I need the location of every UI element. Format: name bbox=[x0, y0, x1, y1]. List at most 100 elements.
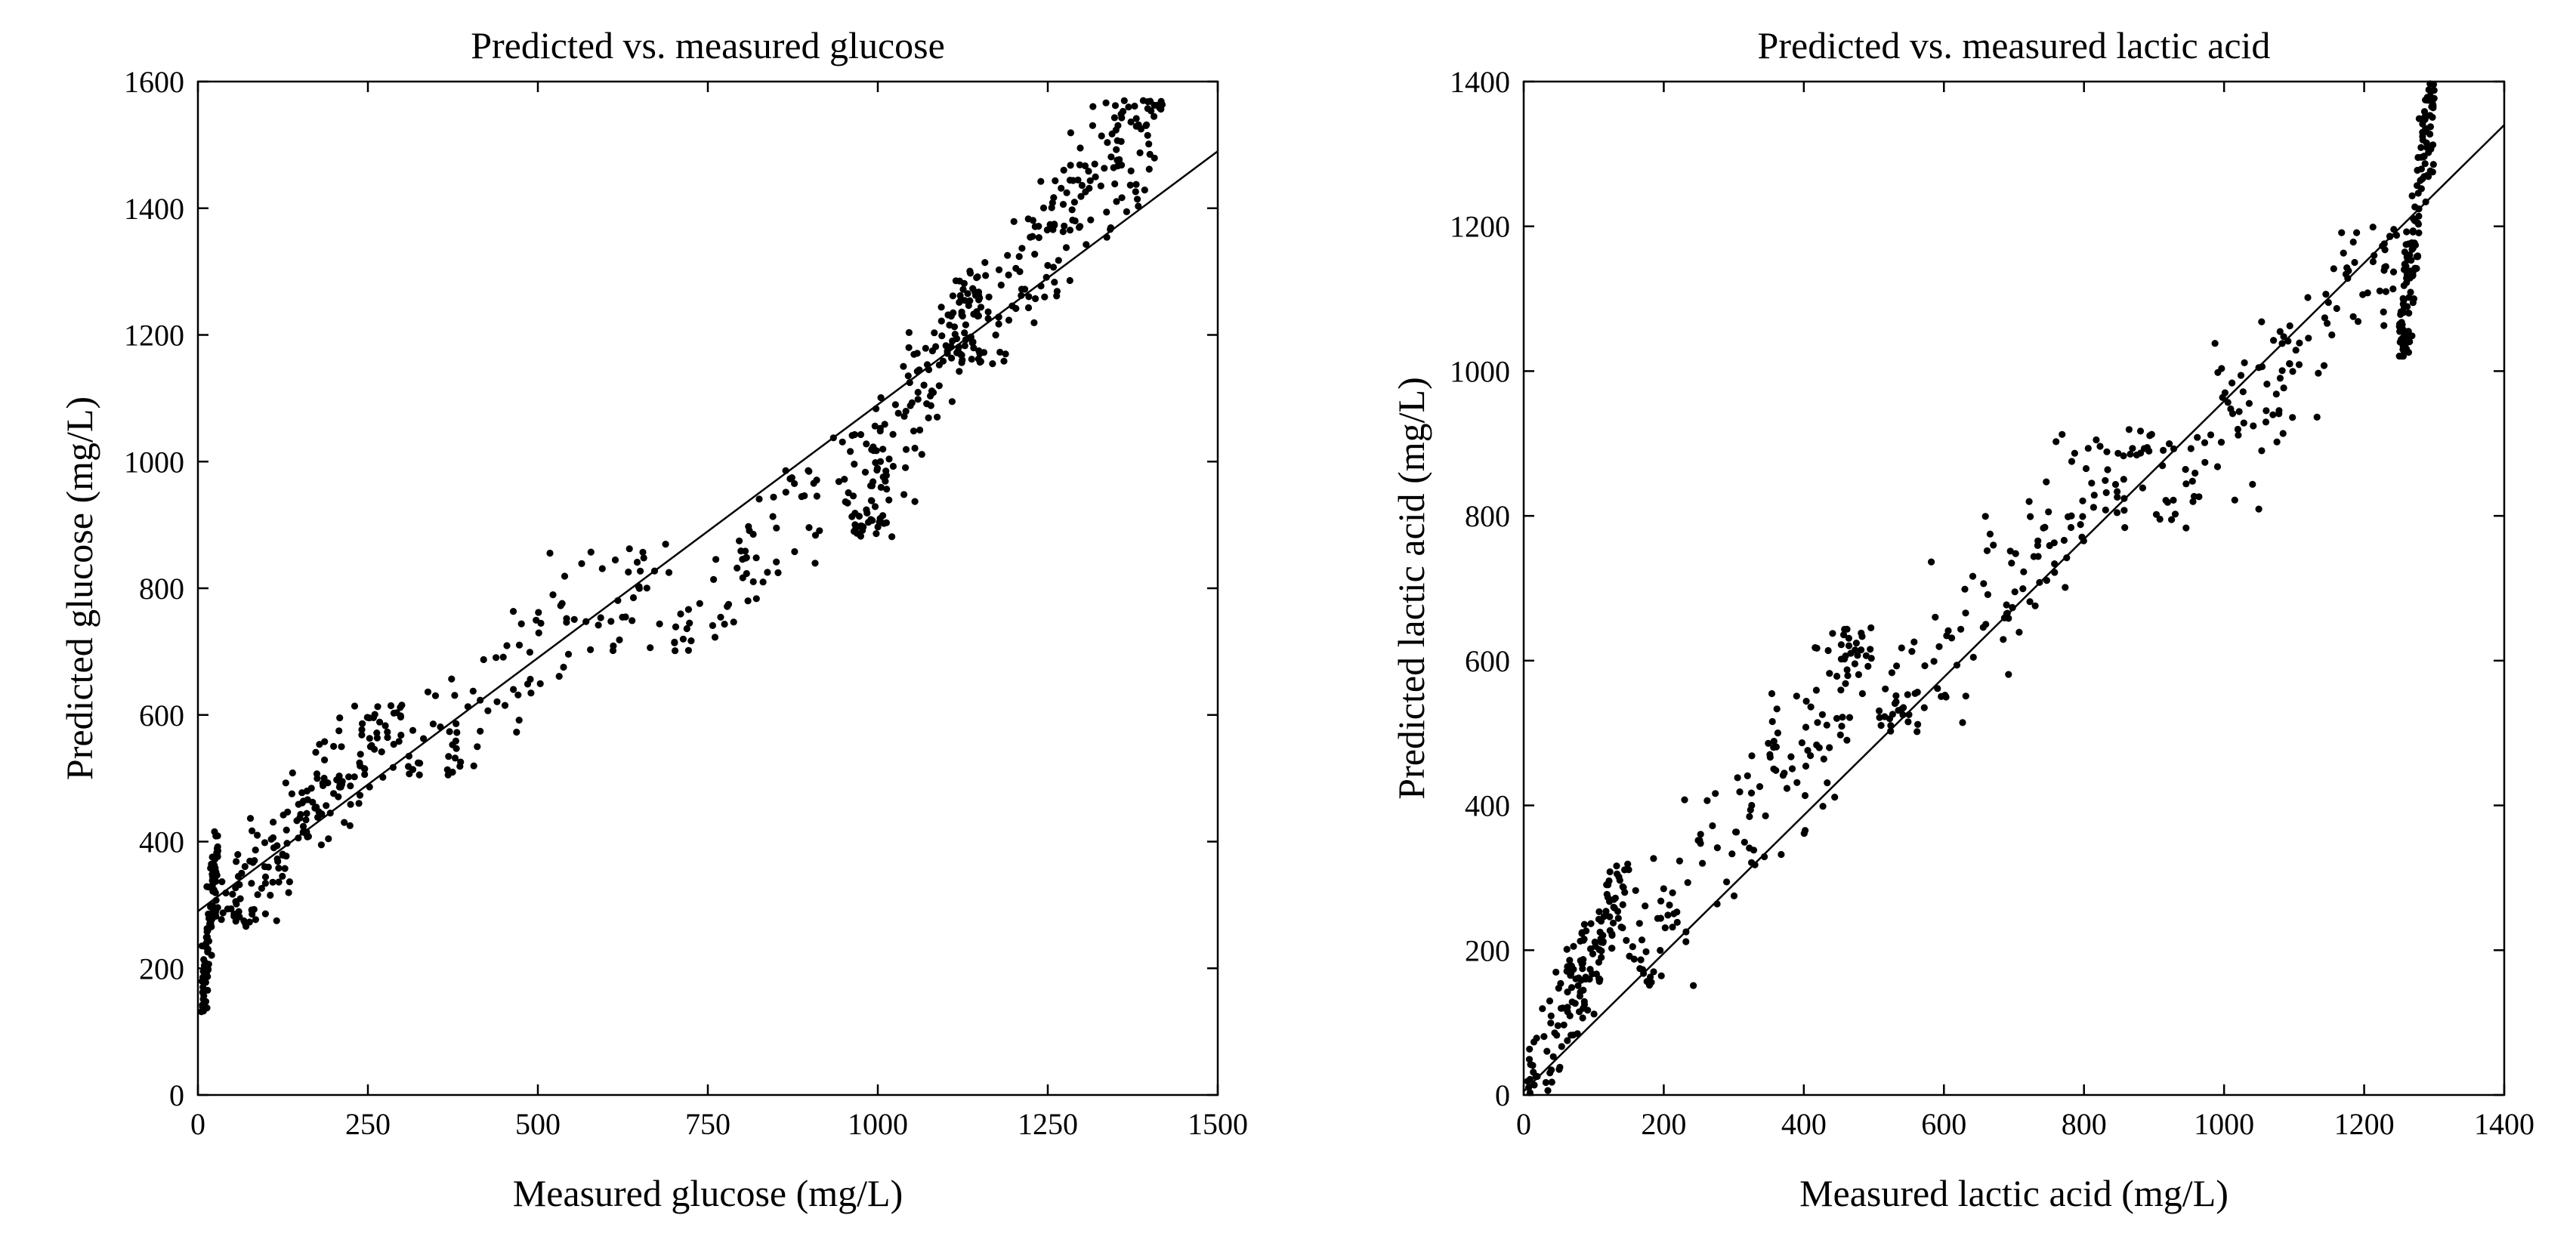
lactic-acid-data-point bbox=[1852, 646, 1859, 654]
lactic-acid-fit-line bbox=[1523, 124, 2505, 1093]
lactic-acid-data-point bbox=[1829, 630, 1836, 637]
lactic-acid-data-point bbox=[1660, 885, 1667, 893]
lactic-acid-data-point bbox=[2166, 440, 2173, 448]
glucose-data-point bbox=[199, 1003, 206, 1010]
glucose-data-point bbox=[258, 884, 265, 892]
lactic-acid-data-point bbox=[2012, 550, 2019, 557]
glucose-data-point bbox=[954, 347, 962, 355]
glucose-data-point bbox=[1113, 146, 1120, 153]
glucose-data-point bbox=[1123, 208, 1130, 215]
glucose-data-point bbox=[452, 745, 460, 752]
glucose-data-point bbox=[1043, 226, 1051, 234]
glucose-data-point bbox=[373, 729, 381, 737]
lactic-acid-data-point bbox=[2224, 399, 2232, 406]
glucose-data-point bbox=[773, 524, 780, 532]
glucose-data-point bbox=[395, 738, 403, 745]
glucose-data-point bbox=[241, 862, 249, 871]
lactic-acid-data-point bbox=[1635, 920, 1643, 927]
glucose-data-point bbox=[549, 591, 557, 599]
glucose-data-point bbox=[1070, 199, 1078, 206]
glucose-data-point bbox=[526, 649, 534, 656]
glucose-data-point bbox=[683, 625, 690, 633]
lactic-acid-data-point bbox=[1983, 547, 1991, 554]
glucose-data-point bbox=[1029, 233, 1036, 240]
glucose-data-point bbox=[1085, 168, 1092, 175]
lactic-acid-data-point bbox=[1778, 850, 1785, 859]
glucose-data-point bbox=[233, 858, 240, 865]
lactic-acid-data-point bbox=[1852, 640, 1860, 647]
lactic-acid-data-point bbox=[1560, 1021, 1568, 1029]
glucose-data-point bbox=[980, 349, 988, 356]
lactic-acid-data-point bbox=[1546, 1069, 1554, 1077]
lactic-acid-data-point bbox=[2305, 335, 2312, 342]
glucose-data-point bbox=[535, 609, 542, 616]
lactic-acid-data-point bbox=[2241, 359, 2248, 366]
lactic-acid-data-point bbox=[2409, 299, 2417, 307]
lactic-acid-data-point bbox=[2114, 493, 2121, 501]
lactic-acid-data-point bbox=[2286, 322, 2293, 330]
lactic-acid-data-point bbox=[1614, 914, 1622, 922]
lactic-acid-data-point bbox=[1568, 984, 1576, 992]
lactic-acid-data-point bbox=[1608, 945, 1616, 952]
glucose-data-point bbox=[1086, 177, 1094, 184]
glucose-data-point bbox=[270, 819, 277, 826]
glucose-data-point bbox=[1139, 97, 1147, 104]
lactic-acid-data-point bbox=[1555, 985, 1562, 992]
lactic-acid-data-point bbox=[1576, 992, 1583, 1000]
lactic-acid-data-point bbox=[1596, 976, 1604, 983]
lactic-acid-data-point bbox=[2201, 439, 2209, 446]
lactic-acid-data-point bbox=[2235, 408, 2243, 415]
lactic-acid-y-tick-label: 400 bbox=[1465, 789, 1510, 823]
glucose-data-point bbox=[1052, 177, 1059, 184]
glucose-data-point bbox=[953, 335, 961, 343]
glucose-data-point bbox=[791, 480, 798, 488]
lactic-acid-data-point bbox=[2429, 113, 2436, 121]
lactic-acid-data-point bbox=[1563, 945, 1571, 953]
glucose-data-point bbox=[1004, 251, 1012, 259]
glucose-data-point bbox=[1049, 226, 1057, 233]
lactic-acid-data-point bbox=[1642, 948, 1650, 955]
glucose-y-tick-label: 800 bbox=[139, 572, 184, 606]
glucose-data-point bbox=[873, 466, 881, 474]
lactic-acid-data-point bbox=[1650, 968, 1657, 976]
glucose-data-point bbox=[252, 916, 259, 924]
lactic-acid-y-tick-label: 600 bbox=[1465, 644, 1510, 678]
lactic-acid-data-point bbox=[2273, 438, 2281, 446]
glucose-data-point bbox=[501, 702, 509, 709]
lactic-acid-data-point bbox=[1781, 769, 1788, 777]
glucose-data-point bbox=[1091, 160, 1098, 168]
glucose-data-point bbox=[202, 979, 209, 986]
glucose-data-point bbox=[234, 873, 242, 881]
lactic-acid-data-point bbox=[2399, 346, 2407, 353]
lactic-acid-data-point bbox=[2286, 359, 2293, 368]
glucose-data-point bbox=[1077, 193, 1085, 200]
lactic-acid-data-point bbox=[1650, 855, 1657, 862]
lactic-acid-data-point bbox=[1898, 644, 1905, 652]
glucose-data-point bbox=[752, 595, 760, 603]
glucose-data-point bbox=[1134, 196, 1141, 203]
lactic-acid-data-point bbox=[1582, 975, 1589, 983]
glucose-data-point bbox=[453, 729, 461, 736]
glucose-data-point bbox=[679, 635, 687, 643]
glucose-data-point bbox=[1059, 228, 1067, 236]
lactic-acid-data-point bbox=[2328, 331, 2336, 339]
glucose-data-point bbox=[914, 388, 922, 396]
lactic-acid-data-point bbox=[1867, 624, 1875, 632]
glucose-data-point bbox=[431, 692, 440, 699]
lactic-acid-data-point bbox=[2276, 375, 2284, 382]
lactic-acid-data-point bbox=[2278, 367, 2286, 375]
lactic-acid-data-point bbox=[2102, 489, 2110, 497]
glucose-data-point bbox=[956, 277, 963, 285]
glucose-data-point bbox=[1062, 244, 1070, 251]
glucose-data-point bbox=[905, 328, 913, 336]
lactic-acid-data-point bbox=[1591, 938, 1598, 946]
lactic-acid-data-point bbox=[2423, 171, 2431, 179]
glucose-data-point bbox=[363, 714, 371, 721]
lactic-acid-data-point bbox=[1768, 689, 1776, 698]
glucose-data-point bbox=[320, 774, 328, 782]
lactic-acid-data-point bbox=[1595, 915, 1603, 923]
lactic-acid-data-point bbox=[2349, 238, 2357, 246]
lactic-acid-data-point bbox=[2090, 504, 2097, 511]
lactic-acid-data-point bbox=[1619, 924, 1626, 932]
lactic-acid-data-point bbox=[2354, 318, 2362, 325]
